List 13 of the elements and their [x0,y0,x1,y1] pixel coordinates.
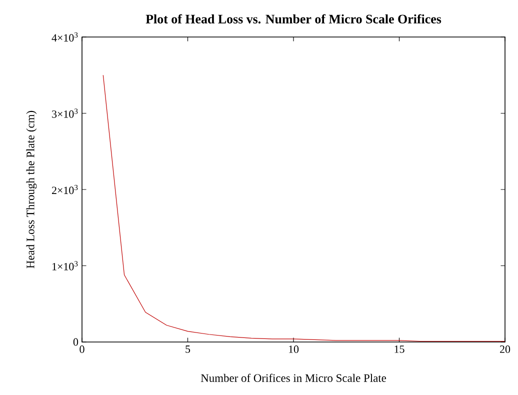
x-axis-title: Number of Orifices in Micro Scale Plate [200,374,386,382]
chart-title: Plot of Head Loss vs. Number of Micro Scale Orifices [146,14,442,24]
y-tick-label: 1×10$^{3}$ [52,261,78,270]
y-tick-label: 3×10$^{3}$ [52,108,78,118]
y-axis-title: Head Loss Through the Plate (cm) [26,110,37,268]
y-tick-label: 0 [73,338,78,346]
x-tick-label: 5 [186,346,190,353]
x-tick-label: 20 [500,346,510,353]
x-tick-label: 0 [80,346,84,353]
y-tick-label: 2×10$^{3}$ [52,184,78,194]
x-tick-label: 15 [394,346,404,353]
y-tick-label: 4×10$^{3}$ [52,32,78,42]
x-tick-label: 10 [288,346,299,353]
